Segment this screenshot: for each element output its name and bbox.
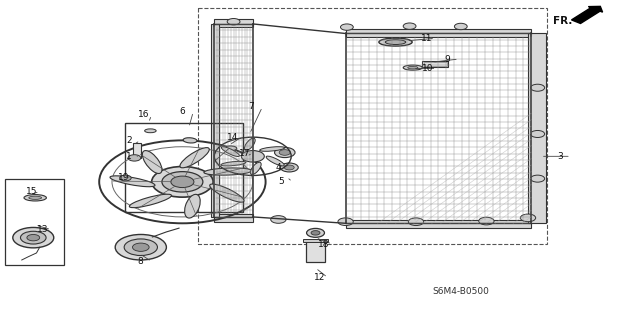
Circle shape (340, 24, 353, 30)
Ellipse shape (204, 168, 252, 175)
Circle shape (284, 165, 294, 170)
Ellipse shape (379, 38, 412, 46)
Bar (214, 19, 253, 27)
Ellipse shape (224, 146, 237, 151)
FancyArrow shape (572, 6, 603, 24)
Text: 8: 8 (138, 257, 143, 266)
Bar (346, 220, 531, 228)
Text: FR.: FR. (553, 16, 572, 26)
Text: 18: 18 (318, 240, 330, 249)
Ellipse shape (385, 40, 406, 44)
Text: 12: 12 (314, 273, 325, 282)
Circle shape (531, 84, 545, 91)
Bar (303, 239, 328, 242)
Text: 2: 2 (126, 136, 132, 145)
Text: S6M4-B0500: S6M4-B0500 (433, 287, 489, 296)
Text: 6: 6 (179, 107, 185, 116)
Ellipse shape (183, 138, 197, 143)
Circle shape (275, 147, 295, 158)
Text: 14: 14 (227, 133, 239, 142)
Ellipse shape (184, 194, 200, 218)
Circle shape (13, 227, 54, 248)
Text: 13: 13 (37, 225, 49, 234)
Ellipse shape (250, 162, 261, 174)
Text: 11: 11 (421, 34, 433, 43)
Ellipse shape (110, 176, 155, 187)
Circle shape (403, 23, 416, 29)
Circle shape (520, 214, 536, 222)
Circle shape (241, 151, 264, 162)
Circle shape (120, 175, 131, 181)
Ellipse shape (142, 151, 162, 174)
Circle shape (311, 231, 320, 235)
Circle shape (280, 163, 298, 172)
Bar (306, 241, 325, 262)
Ellipse shape (221, 161, 246, 166)
Circle shape (479, 217, 494, 225)
Bar (424, 62, 447, 66)
Circle shape (171, 176, 194, 188)
Ellipse shape (129, 194, 172, 208)
Circle shape (338, 218, 353, 226)
Circle shape (115, 234, 166, 260)
Bar (346, 29, 531, 37)
Circle shape (128, 155, 141, 161)
Circle shape (408, 218, 424, 226)
Ellipse shape (244, 138, 255, 150)
Text: 1: 1 (126, 152, 132, 161)
Ellipse shape (29, 196, 42, 199)
Circle shape (27, 234, 40, 241)
Text: 7: 7 (248, 102, 254, 111)
Circle shape (531, 175, 545, 182)
Ellipse shape (145, 129, 156, 133)
Ellipse shape (260, 147, 285, 151)
Text: 4: 4 (275, 163, 281, 172)
Circle shape (271, 216, 286, 223)
Text: 19: 19 (118, 173, 129, 182)
Ellipse shape (24, 195, 47, 201)
Circle shape (162, 172, 203, 192)
Text: 16: 16 (138, 110, 149, 119)
Ellipse shape (266, 156, 284, 166)
Circle shape (124, 239, 157, 256)
Bar (528, 33, 546, 223)
Circle shape (132, 243, 149, 251)
Bar (198, 8, 547, 244)
Circle shape (279, 150, 291, 155)
Text: 17: 17 (239, 149, 250, 158)
Bar (133, 143, 141, 158)
Circle shape (454, 23, 467, 30)
Bar (211, 24, 219, 217)
Bar (125, 123, 243, 212)
Bar (5, 179, 64, 265)
Bar (422, 61, 448, 67)
Text: 5: 5 (278, 177, 284, 186)
Ellipse shape (180, 148, 209, 168)
Text: 3: 3 (557, 152, 563, 161)
Circle shape (307, 228, 324, 237)
Ellipse shape (210, 184, 244, 202)
Circle shape (531, 130, 545, 137)
Text: 10: 10 (422, 64, 434, 73)
Bar (214, 214, 253, 222)
Circle shape (152, 167, 213, 197)
Text: 9: 9 (445, 55, 451, 63)
Ellipse shape (403, 65, 422, 70)
Text: 15: 15 (26, 187, 37, 196)
Ellipse shape (221, 147, 239, 157)
Circle shape (227, 19, 240, 25)
Circle shape (20, 231, 46, 244)
Ellipse shape (408, 66, 418, 69)
